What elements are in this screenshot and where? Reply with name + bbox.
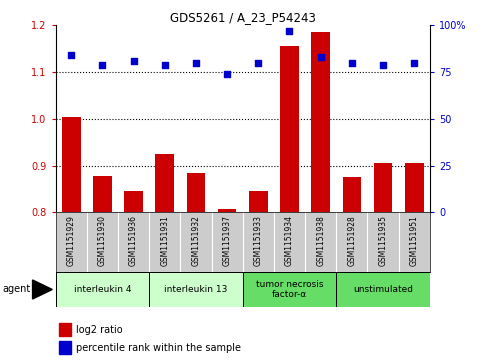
Text: GSM1151937: GSM1151937 [223,215,232,266]
Bar [59,323,71,336]
Bar [405,163,424,212]
Text: interleukin 4: interleukin 4 [73,285,131,294]
Text: agent: agent [2,285,30,294]
Text: GSM1151930: GSM1151930 [98,215,107,266]
Point [348,60,356,66]
Point [285,28,293,34]
Text: GSM1151933: GSM1151933 [254,215,263,266]
Point [129,58,137,64]
Bar [342,177,361,212]
Text: GSM1151935: GSM1151935 [379,215,387,266]
Point [317,54,325,60]
Polygon shape [32,280,52,299]
Point [99,62,106,68]
Bar [93,176,112,212]
Bar [124,191,143,212]
Point [411,60,418,66]
Text: GSM1151934: GSM1151934 [285,215,294,266]
Point [223,71,231,77]
Bar [59,341,71,354]
Bar [156,154,174,212]
Text: GSM1151928: GSM1151928 [347,215,356,265]
Bar [218,209,237,212]
Bar [149,272,242,307]
Point [192,60,200,66]
Point [161,62,169,68]
Bar [336,272,430,307]
Bar [62,117,81,212]
Text: interleukin 13: interleukin 13 [164,285,227,294]
Bar [56,272,149,307]
Bar [374,163,392,212]
Text: GSM1151936: GSM1151936 [129,215,138,266]
Text: percentile rank within the sample: percentile rank within the sample [76,343,241,353]
Bar [186,173,205,212]
Text: unstimulated: unstimulated [353,285,413,294]
Point [255,60,262,66]
Text: tumor necrosis
factor-α: tumor necrosis factor-α [256,280,323,299]
Text: GSM1151938: GSM1151938 [316,215,325,266]
Text: GSM1151951: GSM1151951 [410,215,419,266]
Text: GSM1151932: GSM1151932 [191,215,200,266]
Text: GSM1151929: GSM1151929 [67,215,76,266]
Title: GDS5261 / A_23_P54243: GDS5261 / A_23_P54243 [170,11,316,24]
Point [379,62,387,68]
Text: GSM1151931: GSM1151931 [160,215,169,266]
Bar [249,191,268,212]
Point [67,52,75,58]
Bar [280,46,299,212]
Bar [242,272,336,307]
Text: log2 ratio: log2 ratio [76,325,123,335]
Bar [312,32,330,212]
